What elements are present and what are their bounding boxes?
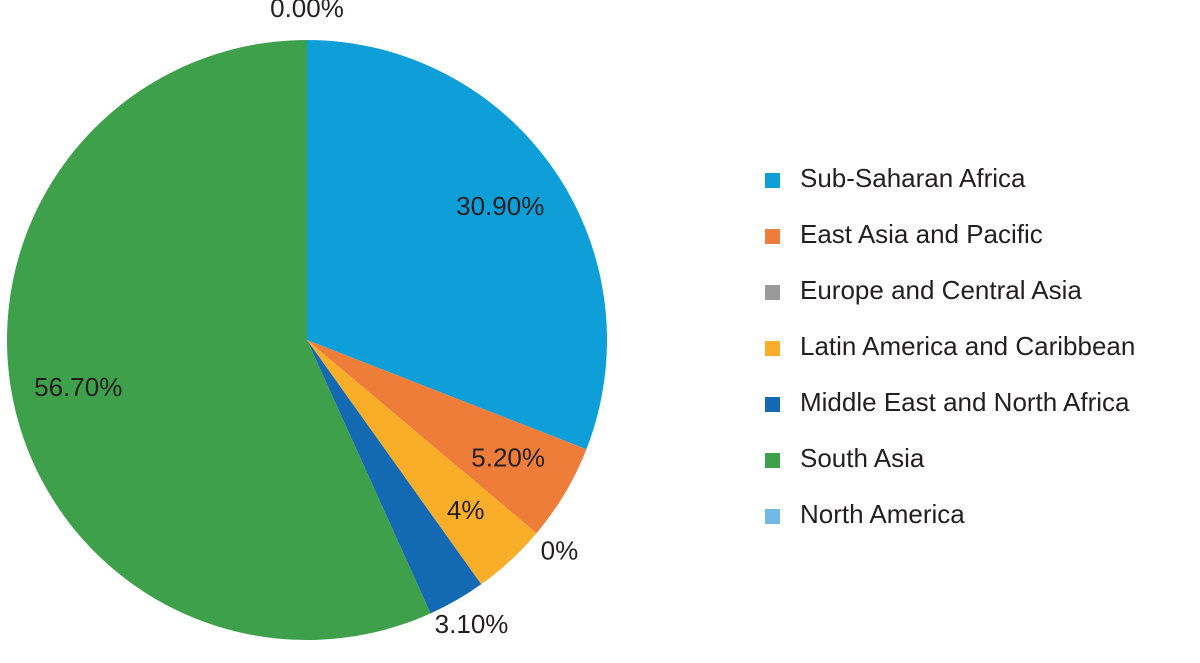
data-label: 3.10% <box>435 609 509 639</box>
data-label: 30.90% <box>456 191 544 221</box>
data-label: 0.00% <box>270 0 344 23</box>
legend-swatch <box>765 397 780 412</box>
pie-slice <box>7 40 431 640</box>
legend-swatch <box>765 509 780 524</box>
legend-label: Sub-Saharan Africa <box>800 163 1026 193</box>
pie-slice <box>307 40 607 450</box>
pie-slice <box>307 340 482 614</box>
legend-label: East Asia and Pacific <box>800 219 1043 249</box>
data-label: 56.70% <box>34 372 122 402</box>
legend-label: North America <box>800 499 965 529</box>
legend-swatch <box>765 285 780 300</box>
legend-swatch <box>765 341 780 356</box>
pie-slice <box>307 340 537 585</box>
legend-label: South Asia <box>800 443 925 473</box>
legend-swatch <box>765 453 780 468</box>
legend-swatch <box>765 173 780 188</box>
legend-swatch <box>765 229 780 244</box>
data-label: 4% <box>447 495 485 525</box>
pie-slice <box>307 340 587 534</box>
legend-label: Latin America and Caribbean <box>800 331 1135 361</box>
pie-slice <box>307 340 537 534</box>
data-label: 0% <box>541 535 579 565</box>
legend-label: Middle East and North Africa <box>800 387 1130 417</box>
legend-label: Europe and Central Asia <box>800 275 1082 305</box>
data-label: 5.20% <box>471 442 545 472</box>
